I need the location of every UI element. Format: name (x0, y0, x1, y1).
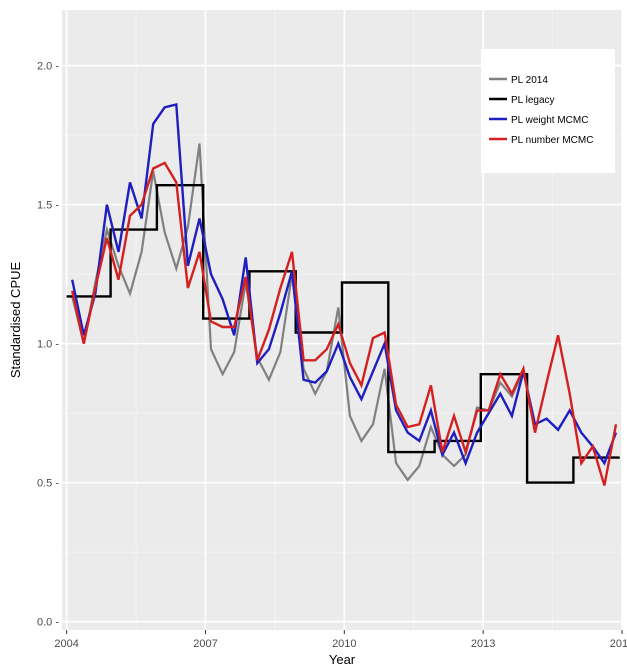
x-tick-label: 2013 (471, 638, 495, 650)
legend-label: PL weight MCMC (511, 115, 588, 126)
x-tick-label: 2007 (193, 638, 217, 650)
legend-label: PL legacy (511, 95, 555, 106)
legend-box (481, 49, 615, 173)
x-axis-ticks: 2004 2007 2010 2013 2016 (54, 630, 627, 650)
x-tick-label: 2016 (610, 638, 627, 650)
y-axis-ticks: 0.0 - 0.5 - 1.0 - 1.5 - 2.0 - (37, 61, 59, 629)
legend-label: PL number MCMC (511, 135, 593, 146)
y-tick-label: 0.0 - (37, 617, 59, 629)
y-tick-label: 1.0 - (37, 339, 59, 351)
legend-label: PL 2014 (511, 75, 548, 86)
x-tick-label: 2004 (54, 638, 78, 650)
legend: PL 2014 PL legacy PL weight MCMC PL number … (481, 49, 615, 173)
x-tick-label: 2010 (332, 638, 356, 650)
y-axis-title: Standardised CPUE (8, 262, 23, 379)
series-lines (66, 103, 620, 486)
series-line-pl-number-mcmc (71, 161, 618, 486)
y-tick-label: 2.0 - (37, 61, 59, 73)
x-axis-title: Year (329, 652, 356, 667)
y-tick-label: 1.5 - (37, 200, 59, 212)
y-tick-label: 0.5 - (37, 478, 59, 490)
